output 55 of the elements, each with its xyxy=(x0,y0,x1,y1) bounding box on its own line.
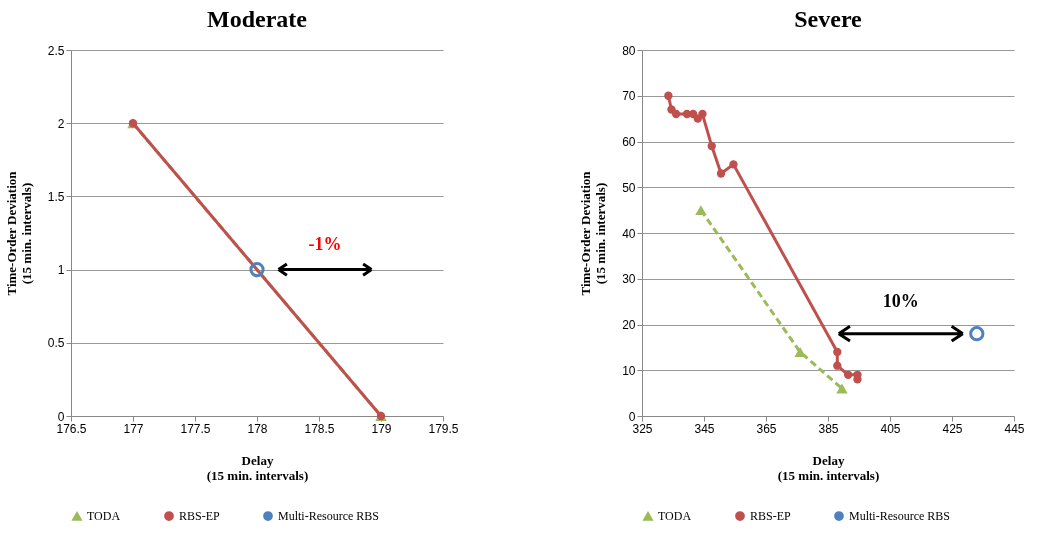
y-tick-label: 40 xyxy=(622,226,636,241)
x-tick-label: 345 xyxy=(694,421,715,436)
legend-label: TODA xyxy=(658,509,692,524)
legend-label: Multi-Resource RBS xyxy=(278,509,379,524)
point xyxy=(833,347,842,357)
y-tick-label: 20 xyxy=(622,318,636,332)
point xyxy=(716,169,726,178)
x-tick-label: 385 xyxy=(818,421,839,436)
x-tick-label: 365 xyxy=(756,421,777,436)
point xyxy=(707,141,716,151)
y-tick-label: 60 xyxy=(622,135,636,149)
chart-title: Moderate xyxy=(207,6,308,32)
x-tick-label: 178.5 xyxy=(304,421,335,436)
x-tick-label: 179.5 xyxy=(428,421,459,436)
point xyxy=(664,91,673,100)
x-axis-title: Delay (15 min. intervals) xyxy=(206,452,309,483)
point xyxy=(729,160,738,169)
legend-label: RBS-EP xyxy=(179,509,221,524)
y-tick-label: 30 xyxy=(622,272,636,287)
y-tick-label: 80 xyxy=(622,43,636,58)
x-tick-label: 445 xyxy=(1004,421,1025,436)
y-tick-label: 1 xyxy=(57,263,65,278)
y-tick-label: 70 xyxy=(622,89,636,104)
x-tick-label: 179 xyxy=(371,421,392,436)
x-tick-label: 405 xyxy=(880,421,901,436)
y-tick-label: 1.5 xyxy=(47,189,65,204)
y-tick-label: 2 xyxy=(57,116,65,131)
y-axis-title: Time-Order Deviation (15 min. intervals) xyxy=(578,170,609,296)
chart-title: Severe xyxy=(794,6,863,32)
x-tick-label: 325 xyxy=(632,421,653,436)
x-tick-label: 177 xyxy=(123,421,144,436)
x-tick-label: 178 xyxy=(247,421,268,436)
point xyxy=(698,109,707,119)
y-tick-label: 50 xyxy=(622,180,636,195)
point xyxy=(833,361,842,370)
point xyxy=(249,261,265,278)
legend-label: RBS-EP xyxy=(750,509,792,524)
point xyxy=(671,109,681,119)
annotation: 10% xyxy=(882,290,919,311)
legend-label: TODA xyxy=(87,509,121,524)
point xyxy=(843,370,853,379)
annotation: -1% xyxy=(308,233,342,254)
y-tick-label: 10 xyxy=(622,363,636,378)
y-tick-label: 0.5 xyxy=(47,336,65,351)
x-tick-label: 176.5 xyxy=(56,421,87,436)
point xyxy=(969,326,985,342)
legend-label: Multi-Resource RBS xyxy=(849,509,950,524)
y-tick-label: 0 xyxy=(57,409,65,424)
point xyxy=(695,205,707,216)
x-tick-label: 177.5 xyxy=(180,421,211,436)
y-tick-label: 0 xyxy=(628,409,636,424)
y-tick-label: 2.5 xyxy=(47,43,65,58)
x-axis-title: Delay (15 min. intervals) xyxy=(777,452,880,483)
y-axis-title: Time-Order Deviation (15 min. intervals) xyxy=(3,170,34,296)
x-tick-label: 425 xyxy=(942,421,963,436)
